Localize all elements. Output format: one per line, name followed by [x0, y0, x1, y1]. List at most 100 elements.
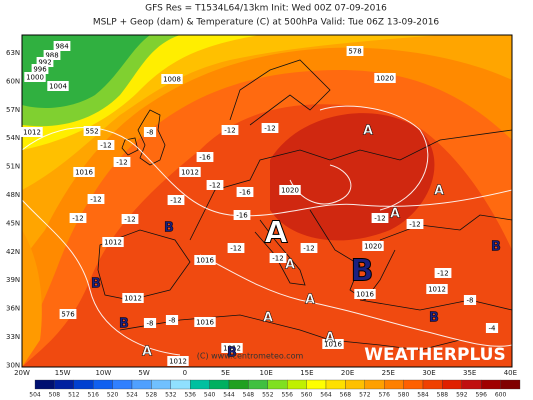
temperature-label: -12	[272, 255, 283, 263]
header-line: MSLP + Geop (dam) & Temperature (C) at 5…	[93, 18, 440, 28]
isobar-label: 1012	[124, 295, 142, 303]
colorbar-swatch	[209, 379, 230, 390]
isobar-label-box	[362, 241, 384, 251]
temperature-label: -12	[264, 125, 275, 133]
colorbar-swatch	[461, 379, 482, 390]
temperature-label: -12	[230, 245, 241, 253]
lat-label: 48N	[6, 191, 20, 199]
isobar-label: 1000	[26, 74, 44, 82]
temperature-label: -8	[147, 129, 154, 137]
lat-label: 33N	[6, 333, 20, 341]
colorbar-swatch	[54, 379, 74, 390]
isobar-label: 576	[61, 311, 75, 319]
temperature-label-box	[69, 213, 87, 223]
isobar-label: 1004	[49, 83, 67, 91]
colorbar-label: 508	[49, 392, 61, 399]
colorbar-label: 556	[281, 392, 293, 399]
isobar-label-box	[426, 284, 448, 294]
lat-label: 54N	[6, 134, 20, 142]
colorbar-label: 592	[456, 392, 468, 399]
pressure-center: A	[363, 124, 373, 139]
pressure-center: B	[119, 317, 129, 332]
temperature-label: -12	[116, 159, 127, 167]
colorbar-swatch	[190, 379, 210, 390]
colorbar-swatch	[267, 379, 288, 390]
colorbar-label: 540	[204, 392, 216, 399]
isobar-label: 1016	[324, 341, 342, 349]
temperature-label-box	[227, 243, 245, 253]
isobar-label-box	[59, 309, 77, 319]
isobar-label-box	[161, 74, 183, 84]
isobar-label: 1016	[196, 319, 214, 327]
colorbar-label: 524	[126, 392, 138, 399]
colorbar-swatch	[500, 379, 521, 390]
temperature-label: -12	[437, 270, 448, 278]
map-frame	[21, 34, 513, 368]
lat-label: 63N	[6, 49, 20, 57]
colorbar-label: 520	[107, 392, 119, 399]
isobar-label-box	[322, 339, 344, 349]
temperature-label: -4	[489, 325, 497, 333]
colorbar-label: 588	[437, 392, 449, 399]
colorbar-swatch	[403, 379, 424, 390]
temperature-label: -12	[100, 142, 111, 150]
colorbar-swatch	[481, 379, 501, 390]
colorbar-swatch	[325, 379, 346, 390]
pressure-center: B	[491, 240, 501, 255]
isobar-label-box	[194, 255, 216, 265]
temperature-label: -12	[224, 127, 235, 135]
colorbar-label: 564	[320, 392, 332, 399]
colorbar-swatch	[306, 379, 327, 390]
temperature-label-box	[206, 180, 224, 190]
watermark: WEATHERPLUS	[364, 345, 505, 365]
isobar-label-box	[36, 57, 54, 67]
colorbar-label: 504	[29, 392, 41, 399]
pressure-center: A	[142, 345, 152, 360]
temperature-label-box	[87, 194, 105, 204]
colorbar-swatch	[112, 379, 133, 390]
isobar-label: 1012	[104, 239, 122, 247]
isobar-label-box	[374, 73, 396, 83]
isobar-label: 1016	[356, 291, 374, 299]
colorbar-swatch	[287, 379, 307, 390]
lat-label: 51N	[6, 163, 20, 171]
pressure-center: A	[263, 311, 273, 326]
temperature-label: -8	[147, 320, 154, 328]
colorbar-label: 576	[378, 392, 390, 399]
colorbar-swatch	[364, 379, 385, 390]
lon-label: 15W	[55, 369, 71, 377]
temperature-label-box	[300, 243, 318, 253]
isobar-label-box	[167, 356, 189, 366]
isobar-label: 1020	[364, 243, 382, 251]
temperature-label-box	[463, 295, 477, 305]
lon-label: 20W	[14, 369, 30, 377]
lon-label: 40E	[504, 369, 517, 377]
lat-label: 39N	[6, 276, 20, 284]
pressure-center: B	[164, 221, 174, 236]
lon-label: 15E	[300, 369, 313, 377]
lon-label: 5E	[221, 369, 230, 377]
temperature-label-box	[165, 315, 179, 325]
lon-label: 25E	[382, 369, 395, 377]
temperature-label: -12	[303, 245, 314, 253]
lat-label: 36N	[6, 305, 20, 313]
colorbar-label: 584	[417, 392, 429, 399]
temperature-label: -12	[124, 216, 135, 224]
temperature-label: -8	[467, 297, 474, 305]
temperature-label: -16	[236, 212, 248, 220]
temperature-label: -12	[209, 182, 220, 190]
temperature-label-box	[167, 195, 185, 205]
temperature-label-box	[261, 123, 279, 133]
colorbar-label: 552	[262, 392, 274, 399]
lon-label: 10W	[95, 369, 111, 377]
temperature-label: -12	[409, 221, 420, 229]
isobar-label-box	[31, 64, 49, 74]
temperature-label: -12	[374, 215, 385, 223]
isobar-label: 992	[38, 59, 51, 67]
isobar-label-box	[24, 72, 46, 82]
isobar-label: 1012	[428, 286, 446, 294]
isobar-label-box	[194, 317, 216, 327]
pressure-center: A	[305, 293, 315, 308]
colorbar-swatch	[34, 379, 55, 390]
